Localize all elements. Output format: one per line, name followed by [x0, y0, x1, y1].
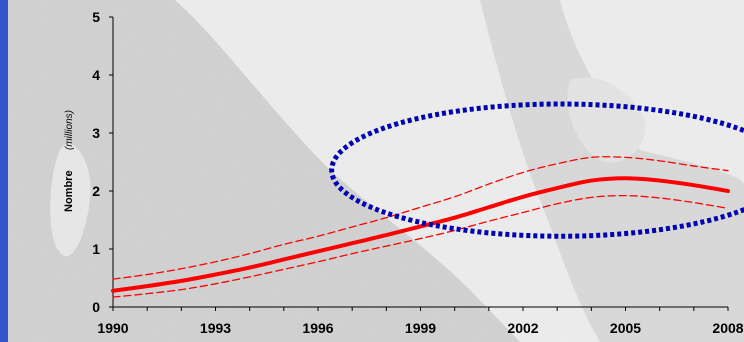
annotation-group	[329, 101, 744, 239]
y-tick-labels: 0 1 2 3 4 5	[92, 9, 100, 315]
x-tick-label: 1990	[97, 320, 128, 336]
highlight-ellipse	[329, 101, 744, 239]
x-tick-label: 1999	[405, 320, 436, 336]
series-group	[111, 156, 730, 298]
x-tick-label: 2002	[507, 320, 538, 336]
axes	[109, 16, 729, 311]
series-line-estimate	[111, 176, 730, 293]
x-tick-label: 1996	[302, 320, 333, 336]
x-tick-labels: 1990 1993 1996 1999 2002 2005 2008	[97, 320, 743, 336]
x-tick-label: 1993	[200, 320, 231, 336]
y-axis-title: Nombre (millions)	[63, 110, 75, 212]
y-tick-label: 2	[92, 183, 100, 199]
x-tick-label: 2005	[610, 320, 641, 336]
y-tick-label: 4	[92, 67, 100, 83]
y-tick-label: 3	[92, 125, 100, 141]
x-tick-label: 2008	[712, 320, 743, 336]
left-border	[0, 0, 8, 342]
series-line-lower-bound	[112, 194, 729, 298]
y-tick-label: 0	[92, 299, 100, 315]
series-line-upper-bound	[112, 156, 729, 280]
y-axis-label: Nombre	[63, 170, 75, 212]
y-tick-label: 5	[92, 9, 100, 25]
y-axis-unit: (millions)	[64, 110, 75, 150]
y-tick-label: 1	[92, 241, 100, 257]
